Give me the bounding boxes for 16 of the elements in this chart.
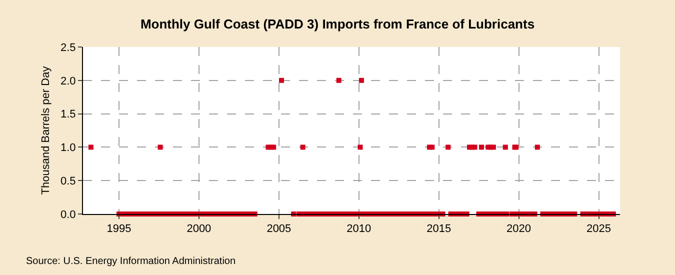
x-tick-label: 2005 [266, 223, 292, 236]
y-tick-label: 0.5 [60, 175, 76, 188]
source-note: Source: U.S. Energy Information Administration [26, 256, 236, 267]
y-tick-label: 0.0 [60, 208, 76, 221]
x-tick-label: 2015 [426, 223, 452, 236]
x-tick-label: 2025 [586, 223, 612, 236]
x-tick-label: 1995 [106, 223, 132, 236]
x-tick-label: 2000 [186, 223, 212, 236]
chart-title: Monthly Gulf Coast (PADD 3) Imports from France of Lubricants [140, 16, 535, 32]
x-tick-label: 2010 [346, 223, 372, 236]
y-tick-label: 2.0 [60, 75, 76, 88]
y-tick-label: 1.5 [60, 108, 76, 121]
y-tick-label: 1.0 [60, 142, 76, 154]
y-tick-label: 2.5 [60, 42, 76, 54]
y-axis-title: Thousand Barrels per Day [40, 66, 52, 195]
x-tick-label: 2020 [506, 223, 532, 236]
